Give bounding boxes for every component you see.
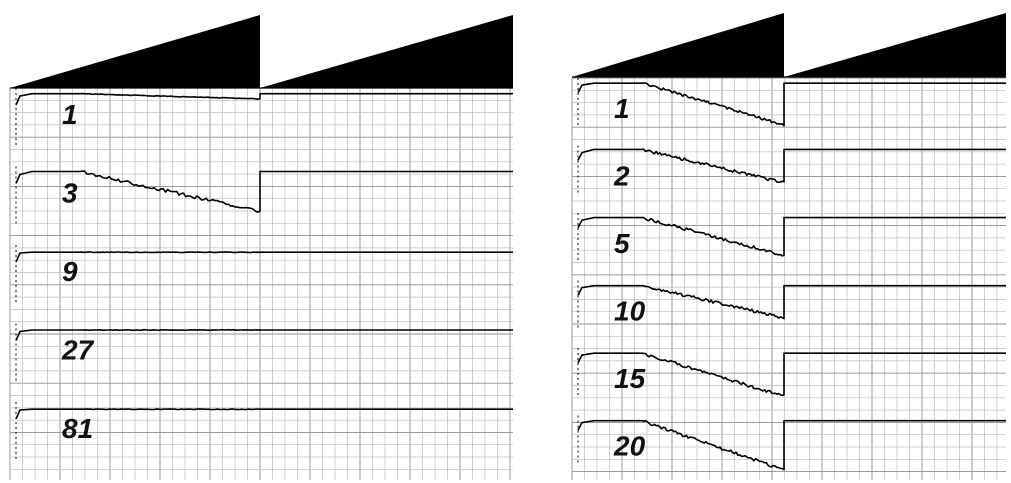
- right-trace-1: [577, 82, 1006, 127]
- left-stimulus-wedge-1: [10, 15, 260, 88]
- left-trace-1: [15, 92, 513, 106]
- right-trace-label: 10: [614, 296, 646, 327]
- right-trace-2: [577, 148, 1006, 183]
- left-trace-label: 27: [61, 335, 95, 366]
- left-trace-3: [15, 170, 513, 213]
- left-trace-label: 1: [62, 99, 78, 130]
- right-trace-10: [577, 284, 1006, 320]
- right-trace-15: [577, 352, 1006, 397]
- right-trace-label: 15: [614, 363, 646, 394]
- right-trace-label: 5: [614, 228, 630, 259]
- right-stimulus-wedge-1: [572, 13, 784, 77]
- left-trace-9: [15, 251, 513, 263]
- left-trace-label: 3: [62, 178, 78, 209]
- right-panel: 1 2 5 10 15 20: [571, 13, 1006, 480]
- right-trace-5: [577, 216, 1006, 257]
- left-trace-27: [15, 328, 513, 341]
- right-trace-label: 2: [613, 161, 630, 192]
- right-trace-label: 20: [613, 431, 646, 462]
- left-panel: 1 3 9 27 81: [9, 15, 513, 480]
- left-stimulus-wedge-2: [260, 15, 513, 88]
- left-trace-81: [15, 408, 513, 420]
- left-trace-label: 9: [62, 256, 78, 287]
- right-trace-20: [577, 419, 1006, 471]
- right-stimulus-wedge-2: [784, 13, 1006, 77]
- right-trace-label: 1: [614, 93, 630, 124]
- left-trace-label: 81: [62, 413, 93, 444]
